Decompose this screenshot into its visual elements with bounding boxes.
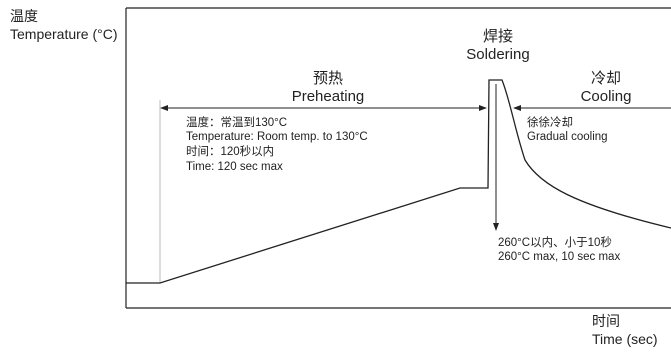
x-axis-title-en: Time (sec) (592, 331, 658, 347)
x-axis-title-zh: 时间 (592, 313, 620, 329)
preheating-arrow-left (160, 105, 168, 111)
preheating-note-1: Temperature: Room temp. to 130°C (186, 131, 368, 143)
soldering-title-en: Soldering (466, 46, 530, 63)
preheating-note-3: Time: 120 sec max (186, 161, 283, 173)
temperature-profile-curve (126, 79, 671, 284)
preheating-title-en: Preheating (291, 88, 365, 105)
y-axis-title-zh: 温度 (10, 8, 38, 24)
soldering-arrow-down (493, 223, 499, 231)
cooling-title-en: Cooling (580, 88, 632, 105)
cooling-note-0: 徐徐冷却 (527, 117, 573, 129)
soldering-note-1: 260°C max, 10 sec max (498, 251, 621, 263)
soldering-note-0: 260°C以内、小于10秒 (498, 237, 612, 249)
preheating-note-0: 温度：常温到130°C (186, 117, 288, 129)
cooling-note-1: Gradual cooling (527, 131, 608, 143)
y-axis-title-en: Temperature (°C) (10, 26, 118, 42)
soldering-title-zh: 焊接 (482, 28, 513, 45)
preheating-note-2: 时间：120秒以内 (186, 146, 275, 158)
preheating-arrow-right (479, 105, 487, 111)
cooling-arrow-left (513, 105, 521, 111)
cooling-title-zh: 冷却 (590, 70, 621, 87)
preheating-title-zh: 预热 (312, 70, 343, 87)
